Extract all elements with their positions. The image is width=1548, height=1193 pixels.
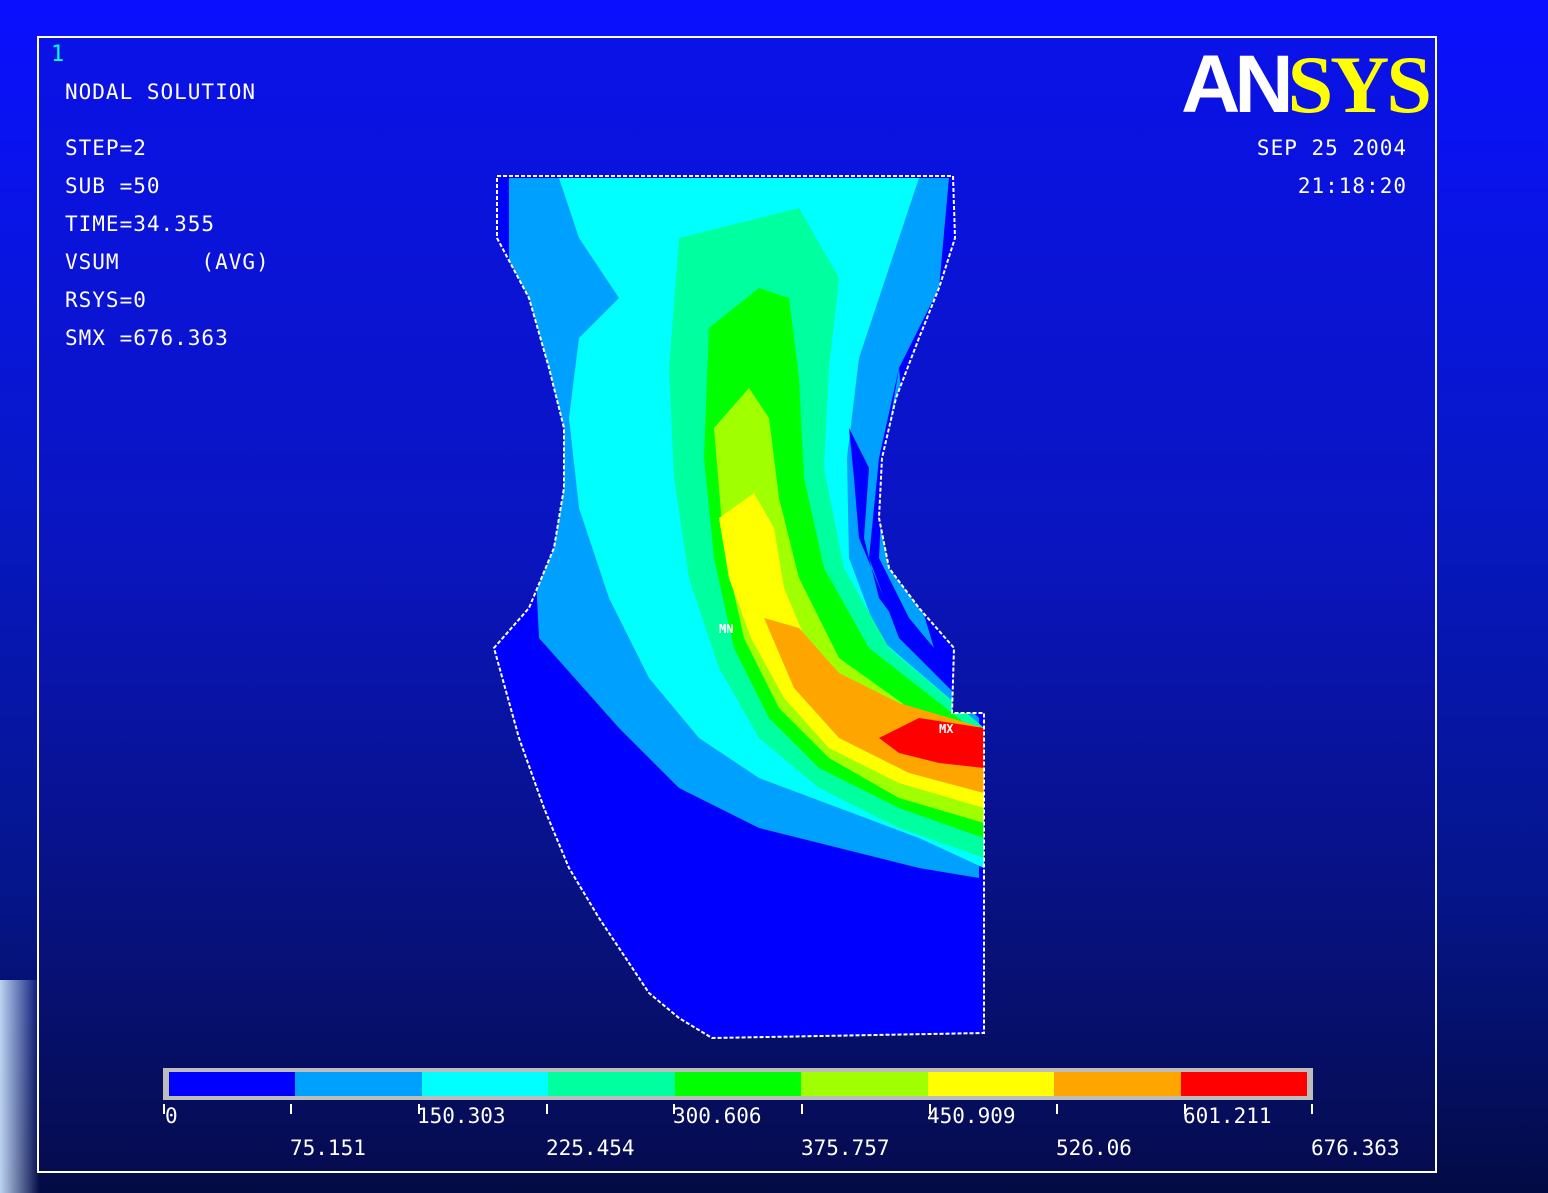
contour-plot [492, 175, 985, 1040]
model-outline [492, 175, 985, 1040]
legend-label-526-06: 526.06 [1056, 1136, 1132, 1160]
background-glow [0, 980, 40, 1193]
logo-part1: AN [1181, 39, 1293, 130]
legend-swatch-5 [674, 1072, 802, 1096]
max-value-readout: SMX =676.363 [65, 326, 229, 350]
result-item: VSUM (AVG) [65, 250, 270, 274]
legend-swatch-4 [548, 1072, 675, 1096]
time-stamp: 21:18:20 [1297, 174, 1407, 198]
legend-swatch-6 [801, 1072, 928, 1096]
legend-tick [418, 1104, 420, 1114]
legend-label-0: 0 [165, 1104, 178, 1128]
substep-readout: SUB =50 [65, 174, 161, 198]
inner-band-dark [849, 428, 909, 638]
legend-swatch-2 [295, 1072, 422, 1096]
step-readout: STEP=2 [65, 136, 147, 160]
legend-label-300-606: 300.606 [673, 1104, 762, 1128]
legend-tick [546, 1104, 548, 1114]
legend-label-150-303: 150.303 [417, 1104, 506, 1128]
window-number: 1 [51, 42, 66, 67]
legend-swatch-3 [421, 1072, 549, 1096]
band-5 [704, 288, 984, 838]
ansys-logo: ANSYS [1181, 44, 1432, 126]
legend-tick [163, 1104, 165, 1114]
legend-tick [1056, 1104, 1058, 1114]
legend-tick [1311, 1104, 1313, 1114]
legend-tick [929, 1104, 931, 1114]
legend-label-601-211: 601.211 [1183, 1104, 1272, 1128]
legend-label-225-454: 225.454 [546, 1136, 635, 1160]
legend-tick [1184, 1104, 1186, 1114]
legend-label-676-363: 676.363 [1311, 1136, 1400, 1160]
legend-label-375-757: 375.757 [801, 1136, 890, 1160]
legend-color-bar [163, 1068, 1313, 1100]
plot-title: NODAL SOLUTION [65, 80, 257, 104]
legend-tick [673, 1104, 675, 1114]
band-9 [879, 718, 984, 768]
legend-tick [801, 1104, 803, 1114]
contour-bands [494, 176, 984, 1038]
legend-label-75-151: 75.151 [290, 1136, 366, 1160]
max-marker: MX [939, 722, 954, 736]
graphics-window: 1 ANSYS NODAL SOLUTION STEP=2 SUB =50 TI… [37, 36, 1437, 1173]
legend-swatch-8 [1054, 1072, 1181, 1096]
legend-swatch-1 [169, 1072, 296, 1096]
logo-part2: SYS [1287, 39, 1432, 130]
legend-label-450-909: 450.909 [927, 1104, 1016, 1128]
legend-tick [290, 1104, 292, 1114]
legend-swatch-9 [1180, 1072, 1307, 1096]
min-marker: MN [719, 622, 734, 636]
date-stamp: SEP 25 2004 [1256, 136, 1407, 160]
time-readout: TIME=34.355 [65, 212, 216, 236]
coordinate-system: RSYS=0 [65, 288, 147, 312]
legend-swatch-7 [927, 1072, 1055, 1096]
